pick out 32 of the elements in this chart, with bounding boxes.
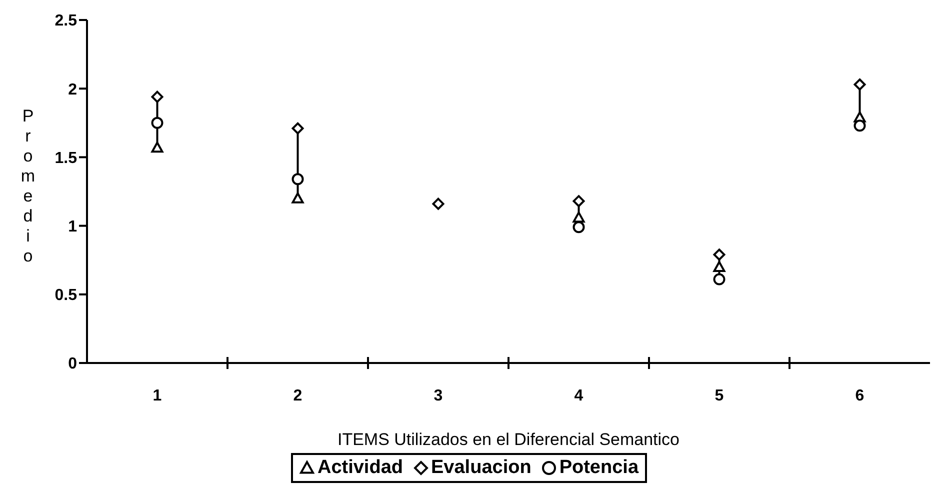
point: [713, 248, 726, 261]
point: [572, 195, 585, 208]
y-tick-label: 0: [68, 356, 78, 373]
x-tick-label: 6: [855, 387, 864, 404]
point: [432, 198, 444, 210]
point: [854, 120, 866, 132]
legend-label: Evaluacion: [431, 457, 532, 479]
point: [854, 78, 866, 90]
point: [292, 173, 304, 186]
y-tick-label: 1.5: [54, 150, 78, 167]
point: [572, 221, 585, 234]
y-axis-title: Promedio: [20, 106, 36, 266]
legend-label: Actividad: [317, 457, 403, 479]
y-tick-label: 2: [68, 81, 78, 98]
y-tick-label: 0.5: [54, 287, 78, 304]
legend-label: Potencia: [559, 457, 639, 479]
point: [292, 122, 304, 134]
y-tick-label: 2.5: [54, 12, 78, 30]
point: [572, 212, 585, 223]
y-tick-label: 1: [68, 218, 78, 236]
point: [151, 90, 164, 103]
x-tick-label: 1: [152, 387, 162, 404]
point: [151, 116, 164, 129]
x-axis-title: ITEMS Utilizados en el Diferencial Semantico: [337, 430, 680, 449]
x-tick-label: 3: [434, 387, 443, 404]
point: [713, 260, 726, 272]
x-tick-label: 5: [714, 387, 724, 404]
point: [292, 192, 304, 204]
x-tick-label: 2: [293, 387, 302, 404]
point: [713, 273, 726, 286]
point: [151, 142, 164, 153]
x-tick-label: 4: [574, 387, 584, 404]
